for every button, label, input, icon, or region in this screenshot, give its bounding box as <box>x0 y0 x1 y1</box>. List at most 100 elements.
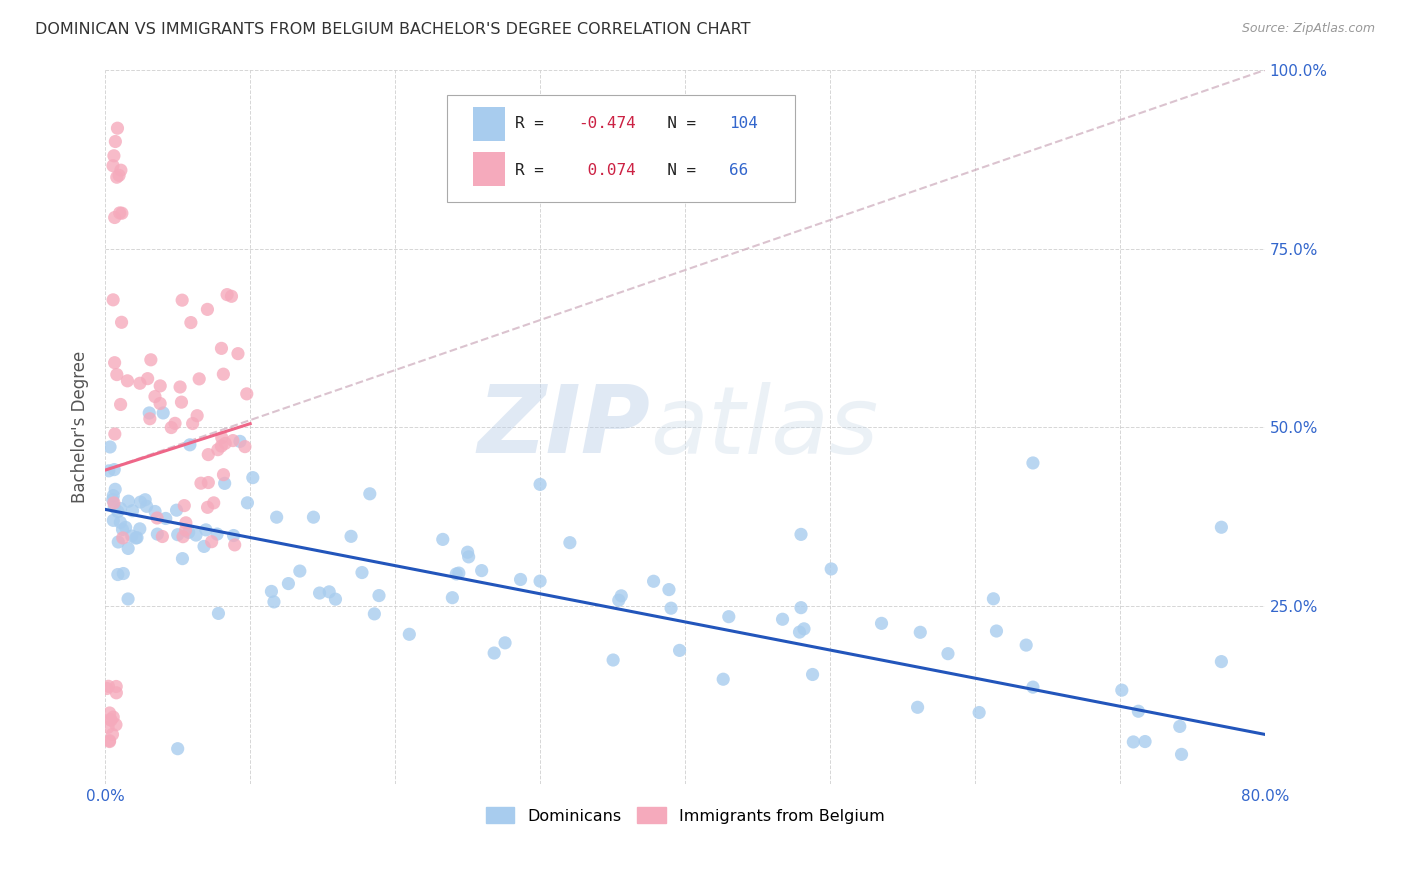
Point <box>350 566 373 580</box>
Point <box>457 545 479 559</box>
Point <box>117 494 139 508</box>
Point <box>207 607 229 621</box>
Point <box>610 589 633 603</box>
Point <box>181 417 204 431</box>
Point <box>117 541 139 556</box>
Point <box>111 206 134 220</box>
Point <box>509 573 531 587</box>
Point <box>398 627 420 641</box>
Point <box>1022 680 1045 694</box>
Point <box>101 159 124 173</box>
Point <box>97 679 120 693</box>
Point <box>659 601 682 615</box>
Point <box>155 511 177 525</box>
Point <box>103 513 125 527</box>
Point <box>236 496 259 510</box>
Point <box>174 523 197 537</box>
Point <box>97 464 120 478</box>
Point <box>793 622 815 636</box>
Point <box>432 533 454 547</box>
Text: 66: 66 <box>730 162 748 178</box>
Point <box>110 397 132 411</box>
Point <box>229 434 252 449</box>
Point <box>359 487 381 501</box>
Point <box>1015 638 1038 652</box>
Point <box>363 607 385 621</box>
Point <box>441 591 464 605</box>
Text: DOMINICAN VS IMMIGRANTS FROM BELGIUM BACHELOR'S DEGREE CORRELATION CHART: DOMINICAN VS IMMIGRANTS FROM BELGIUM BAC… <box>35 22 751 37</box>
Point <box>277 576 299 591</box>
Point <box>101 492 124 507</box>
Point <box>207 442 229 457</box>
Point <box>1211 520 1233 534</box>
Point <box>143 504 166 518</box>
Point <box>172 551 194 566</box>
Point <box>1133 734 1156 748</box>
FancyBboxPatch shape <box>447 95 796 202</box>
Point <box>217 287 239 301</box>
Point <box>110 516 132 530</box>
Text: R =: R = <box>515 116 553 131</box>
Point <box>446 566 468 581</box>
Point <box>105 368 128 382</box>
Point <box>221 289 243 303</box>
Point <box>117 591 139 606</box>
Point <box>658 582 681 597</box>
Point <box>1211 655 1233 669</box>
Point <box>152 406 174 420</box>
Point <box>105 686 128 700</box>
Point <box>143 390 166 404</box>
Point <box>789 625 811 640</box>
Point <box>288 564 311 578</box>
Point <box>1170 747 1192 762</box>
Point <box>226 346 249 360</box>
Text: Source: ZipAtlas.com: Source: ZipAtlas.com <box>1241 22 1375 36</box>
Point <box>188 372 211 386</box>
Point <box>101 727 124 741</box>
Point <box>105 680 128 694</box>
Point <box>668 643 690 657</box>
Y-axis label: Bachelor's Degree: Bachelor's Degree <box>72 351 89 503</box>
Point <box>967 706 990 720</box>
Point <box>104 427 127 442</box>
Point <box>129 495 152 509</box>
Point <box>128 522 150 536</box>
Point <box>103 710 125 724</box>
Point <box>211 342 233 356</box>
Text: N =: N = <box>648 162 706 178</box>
Point <box>146 511 169 525</box>
Point <box>160 420 183 434</box>
Point <box>212 467 235 482</box>
Point <box>100 713 122 727</box>
Point <box>121 529 143 543</box>
Point <box>172 293 194 308</box>
Point <box>1022 456 1045 470</box>
Point <box>177 525 200 540</box>
Point <box>166 503 188 517</box>
Point <box>936 647 959 661</box>
Point <box>100 713 122 727</box>
Point <box>104 211 127 225</box>
Point <box>325 592 347 607</box>
Point <box>110 315 132 329</box>
Text: ZIP: ZIP <box>478 381 650 474</box>
Point <box>242 470 264 484</box>
Text: atlas: atlas <box>650 382 879 473</box>
Point <box>103 462 125 476</box>
Point <box>711 672 734 686</box>
Point <box>150 529 173 543</box>
Point <box>197 448 219 462</box>
Point <box>180 316 202 330</box>
Point <box>202 496 225 510</box>
Point <box>529 574 551 588</box>
Point <box>471 564 494 578</box>
Point <box>110 501 132 516</box>
Point <box>790 600 813 615</box>
Point <box>197 302 219 317</box>
Point <box>103 489 125 503</box>
Point <box>193 540 215 554</box>
Point <box>790 527 813 541</box>
Point <box>108 206 131 220</box>
Point <box>103 149 125 163</box>
Point <box>1128 704 1150 718</box>
